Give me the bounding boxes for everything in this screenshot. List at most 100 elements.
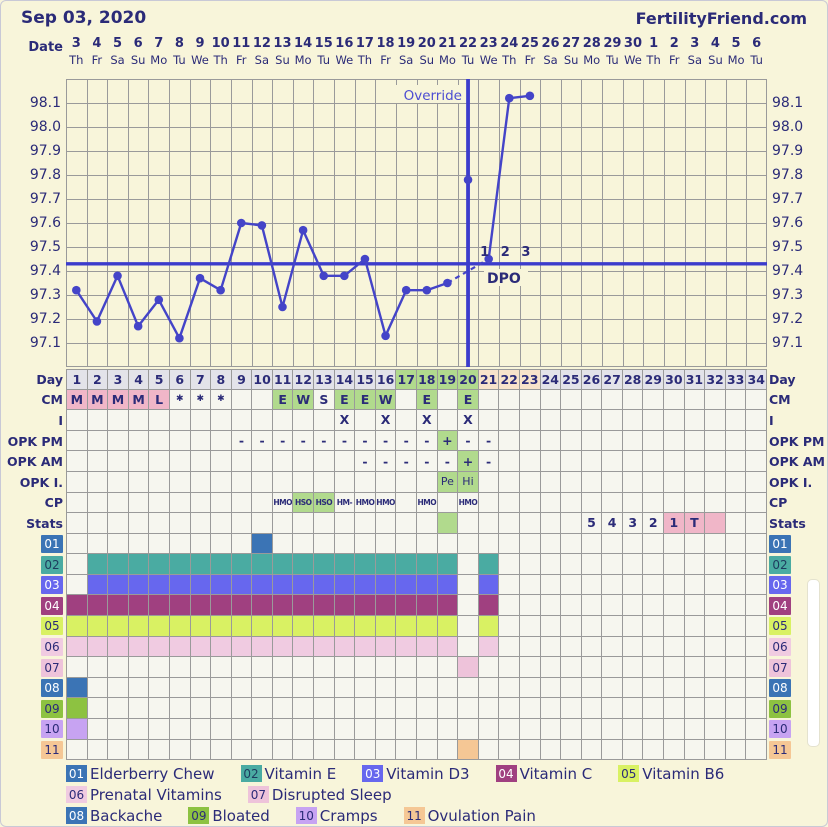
grid-cell-day-26[interactable] (581, 430, 603, 452)
grid-cell-day-5[interactable] (149, 554, 170, 575)
grid-cell-day-17[interactable] (396, 492, 417, 514)
grid-cell-day-26[interactable] (581, 636, 603, 658)
grid-cell-day-15[interactable] (355, 677, 376, 699)
grid-cell-day-4[interactable] (128, 616, 150, 637)
grid-cell-day-33[interactable] (725, 574, 747, 596)
grid-cell-day-24[interactable] (540, 554, 562, 575)
grid-cell-day-9[interactable] (231, 677, 253, 699)
grid-cell-day-4[interactable] (128, 471, 150, 493)
grid-cell-day-17[interactable] (396, 389, 417, 411)
date-cell[interactable]: 1 (649, 36, 659, 51)
grid-cell-day-29[interactable] (643, 636, 665, 658)
grid-cell-day-14[interactable]: X (334, 410, 356, 431)
temp-point-day-12[interactable] (298, 225, 308, 235)
grid-cell-day-7[interactable] (190, 451, 212, 472)
grid-cell-day-27[interactable] (602, 451, 623, 472)
grid-cell-day-21[interactable] (478, 471, 500, 493)
grid-cell-day-10[interactable] (252, 719, 273, 740)
grid-cell-day-16[interactable] (375, 677, 397, 699)
grid-cell-day-9[interactable] (231, 513, 253, 534)
grid-cell-day-25[interactable] (561, 533, 582, 555)
grid-cell-day-8[interactable] (211, 616, 232, 637)
grid-cell-day-11[interactable]: - (272, 430, 294, 452)
grid-cell-day-3[interactable] (108, 513, 129, 534)
grid-cell-day-4[interactable]: 4 (128, 370, 150, 390)
grid-cell-day-26[interactable] (581, 719, 603, 740)
grid-cell-day-22[interactable] (499, 719, 520, 740)
grid-cell-day-4[interactable] (128, 636, 150, 658)
grid-cell-day-20[interactable] (458, 616, 479, 637)
grid-cell-day-4[interactable] (128, 513, 150, 534)
grid-cell-day-26[interactable] (581, 657, 603, 678)
grid-cell-day-24[interactable] (540, 513, 562, 534)
grid-cell-day-32[interactable] (705, 677, 726, 699)
grid-cell-day-28[interactable]: 3 (622, 513, 644, 534)
grid-cell-day-31[interactable] (684, 719, 706, 740)
grid-cell-day-2[interactable] (87, 719, 109, 740)
grid-cell-day-9[interactable] (231, 492, 253, 514)
grid-cell-day-8[interactable] (211, 595, 232, 617)
grid-cell-day-28[interactable] (622, 389, 644, 411)
grid-cell-day-34[interactable] (746, 657, 767, 678)
grid-cell-day-32[interactable] (705, 389, 726, 411)
grid-cell-day-15[interactable] (355, 471, 376, 493)
grid-cell-day-3[interactable]: 3 (108, 370, 129, 390)
grid-cell-day-7[interactable] (190, 698, 212, 720)
grid-cell-day-10[interactable] (252, 533, 273, 555)
grid-cell-day-33[interactable] (725, 657, 747, 678)
date-cell[interactable]: 24 (500, 36, 519, 51)
grid-cell-day-30[interactable] (664, 574, 685, 596)
grid-cell-day-27[interactable] (602, 574, 623, 596)
grid-cell-day-31[interactable]: T (684, 513, 706, 534)
grid-cell-day-32[interactable] (705, 616, 726, 637)
date-cell[interactable]: 21 (438, 36, 457, 51)
grid-cell-day-23[interactable] (519, 533, 541, 555)
grid-cell-day-31[interactable] (684, 657, 706, 678)
grid-cell-day-32[interactable] (705, 513, 726, 534)
grid-cell-day-3[interactable] (108, 492, 129, 514)
grid-cell-day-19[interactable] (437, 389, 459, 411)
grid-cell-day-24[interactable] (540, 657, 562, 678)
grid-cell-day-11[interactable] (272, 698, 294, 720)
grid-cell-day-13[interactable] (314, 698, 335, 720)
grid-cell-day-28[interactable] (622, 677, 644, 699)
grid-cell-day-25[interactable] (561, 739, 582, 761)
grid-cell-day-26[interactable] (581, 616, 603, 637)
grid-cell-day-20[interactable] (458, 513, 479, 534)
grid-cell-day-33[interactable] (725, 451, 747, 472)
grid-cell-day-10[interactable] (252, 451, 273, 472)
grid-cell-day-27[interactable] (602, 636, 623, 658)
grid-cell-day-32[interactable] (705, 636, 726, 658)
grid-cell-day-29[interactable] (643, 698, 665, 720)
grid-cell-day-28[interactable] (622, 533, 644, 555)
grid-cell-day-28[interactable] (622, 698, 644, 720)
grid-cell-day-5[interactable] (149, 657, 170, 678)
grid-cell-day-22[interactable] (499, 513, 520, 534)
grid-cell-day-29[interactable] (643, 677, 665, 699)
grid-cell-day-32[interactable] (705, 739, 726, 761)
date-cell[interactable]: 15 (314, 36, 333, 51)
grid-cell-day-16[interactable] (375, 533, 397, 555)
grid-cell-day-4[interactable] (128, 657, 150, 678)
grid-cell-day-34[interactable] (746, 471, 767, 493)
grid-cell-day-21[interactable] (478, 410, 500, 431)
grid-cell-day-21[interactable] (478, 533, 500, 555)
grid-cell-day-6[interactable] (169, 451, 191, 472)
grid-cell-day-1[interactable] (67, 739, 88, 761)
grid-cell-day-18[interactable] (417, 574, 438, 596)
grid-cell-day-5[interactable] (149, 698, 170, 720)
grid-cell-day-34[interactable] (746, 513, 767, 534)
grid-cell-day-2[interactable] (87, 533, 109, 555)
grid-cell-day-16[interactable]: - (375, 451, 397, 472)
grid-cell-day-7[interactable] (190, 636, 212, 658)
grid-cell-day-18[interactable] (417, 698, 438, 720)
grid-cell-day-5[interactable] (149, 430, 170, 452)
grid-cell-day-33[interactable] (725, 471, 747, 493)
date-cell[interactable]: 28 (582, 36, 601, 51)
grid-cell-day-4[interactable] (128, 574, 150, 596)
grid-cell-day-31[interactable] (684, 595, 706, 617)
grid-cell-day-2[interactable] (87, 410, 109, 431)
date-cell[interactable]: 18 (376, 36, 395, 51)
grid-cell-day-27[interactable] (602, 430, 623, 452)
grid-cell-day-3[interactable] (108, 471, 129, 493)
